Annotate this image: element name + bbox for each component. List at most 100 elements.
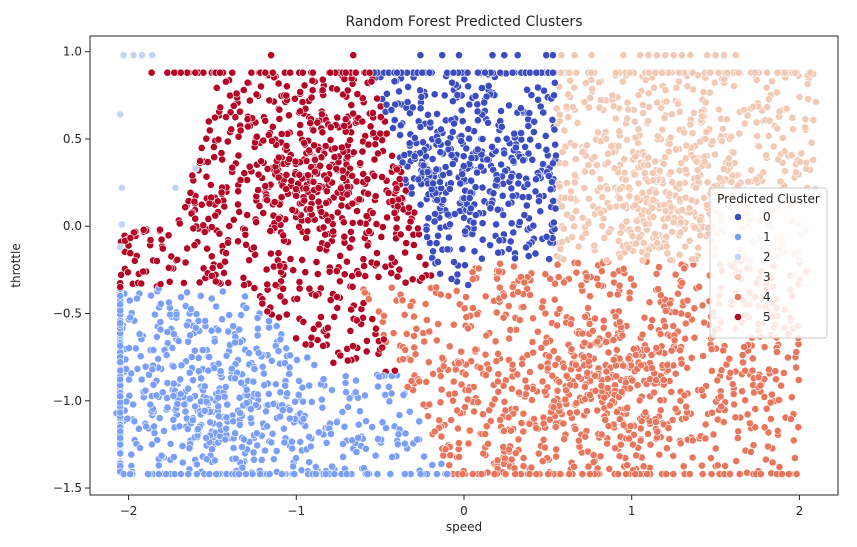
scatter-point-cluster-4 xyxy=(623,404,631,412)
scatter-point-cluster-0 xyxy=(424,110,432,119)
scatter-point-cluster-5 xyxy=(268,136,276,145)
scatter-point-cluster-4 xyxy=(457,347,466,356)
scatter-point-cluster-4 xyxy=(410,331,418,340)
scatter-point-cluster-0 xyxy=(548,116,557,124)
scatter-point-cluster-5 xyxy=(285,155,294,163)
scatter-point-cluster-3 xyxy=(620,155,629,163)
scatter-point-cluster-4 xyxy=(695,282,704,291)
scatter-point-cluster-3 xyxy=(735,129,744,138)
scatter-point-cluster-1 xyxy=(340,422,349,431)
y-axis: −1.5−1.0−0.50.00.51.0 xyxy=(53,45,90,495)
scatter-point-cluster-1 xyxy=(420,452,428,461)
scatter-point-cluster-2 xyxy=(191,164,200,173)
scatter-point-cluster-1 xyxy=(437,459,446,468)
scatter-point-cluster-1 xyxy=(229,444,238,452)
scatter-point-cluster-0 xyxy=(443,210,452,219)
scatter-point-cluster-3 xyxy=(587,68,596,77)
scatter-point-cluster-5 xyxy=(243,176,251,184)
scatter-point-cluster-5 xyxy=(318,86,327,95)
scatter-point-cluster-4 xyxy=(726,368,735,377)
scatter-point-cluster-3 xyxy=(723,68,732,77)
scatter-point-cluster-0 xyxy=(461,227,469,236)
scatter-point-cluster-5 xyxy=(218,155,227,164)
scatter-point-cluster-0 xyxy=(517,104,525,113)
scatter-point-cluster-5 xyxy=(232,89,241,98)
scatter-point-cluster-1 xyxy=(150,429,159,437)
scatter-point-cluster-3 xyxy=(644,161,652,169)
scatter-point-cluster-5 xyxy=(329,358,338,367)
scatter-point-cluster-4 xyxy=(777,381,785,390)
scatter-point-cluster-1 xyxy=(400,439,409,448)
scatter-point-cluster-1 xyxy=(162,470,171,478)
scatter-point-cluster-4 xyxy=(468,268,477,277)
scatter-point-cluster-5 xyxy=(275,313,283,322)
scatter-point-cluster-1 xyxy=(253,390,262,399)
scatter-point-cluster-3 xyxy=(639,109,648,118)
scatter-point-cluster-5 xyxy=(374,272,383,281)
scatter-point-cluster-0 xyxy=(459,152,468,161)
scatter-point-cluster-5 xyxy=(401,248,409,257)
scatter-point-cluster-4 xyxy=(615,281,624,290)
scatter-point-cluster-4 xyxy=(784,353,792,362)
scatter-point-cluster-0 xyxy=(418,68,427,77)
scatter-point-cluster-5 xyxy=(310,141,318,150)
scatter-point-cluster-0 xyxy=(489,189,498,198)
scatter-point-cluster-4 xyxy=(667,387,676,396)
scatter-point-cluster-4 xyxy=(455,453,463,461)
scatter-point-cluster-5 xyxy=(268,68,277,77)
scatter-point-cluster-5 xyxy=(226,91,234,100)
scatter-point-cluster-4 xyxy=(647,351,656,359)
scatter-point-cluster-3 xyxy=(801,115,810,124)
scatter-point-cluster-1 xyxy=(191,402,199,411)
scatter-point-cluster-4 xyxy=(552,452,560,461)
scatter-point-cluster-1 xyxy=(401,429,410,438)
scatter-point-cluster-5 xyxy=(203,158,212,166)
scatter-point-cluster-3 xyxy=(659,159,668,168)
scatter-point-cluster-3 xyxy=(632,239,641,248)
scatter-point-cluster-1 xyxy=(314,428,323,437)
scatter-point-cluster-3 xyxy=(631,201,640,209)
scatter-point-cluster-3 xyxy=(611,68,620,77)
scatter-point-cluster-0 xyxy=(469,218,478,227)
scatter-point-cluster-5 xyxy=(252,90,261,99)
scatter-point-cluster-4 xyxy=(446,451,455,460)
scatter-point-cluster-4 xyxy=(422,377,431,386)
scatter-point-cluster-3 xyxy=(570,178,579,187)
scatter-point-cluster-1 xyxy=(250,365,259,373)
scatter-point-cluster-1 xyxy=(142,422,150,431)
scatter-point-cluster-1 xyxy=(129,400,138,409)
scatter-point-cluster-3 xyxy=(747,166,756,175)
scatter-point-cluster-5 xyxy=(242,240,250,249)
scatter-point-cluster-5 xyxy=(365,68,374,77)
scatter-point-cluster-0 xyxy=(396,121,405,130)
scatter-point-cluster-4 xyxy=(586,470,594,478)
scatter-point-cluster-5 xyxy=(408,275,417,284)
scatter-point-cluster-5 xyxy=(250,284,259,292)
scatter-point-cluster-4 xyxy=(631,470,640,478)
scatter-point-cluster-5 xyxy=(303,227,312,236)
scatter-point-cluster-1 xyxy=(202,455,211,464)
scatter-point-cluster-4 xyxy=(639,462,648,471)
scatter-point-cluster-5 xyxy=(321,142,330,150)
scatter-point-cluster-3 xyxy=(610,164,619,173)
scatter-point-cluster-3 xyxy=(604,158,612,167)
scatter-point-cluster-5 xyxy=(181,203,190,212)
scatter-point-cluster-0 xyxy=(416,86,424,95)
scatter-point-cluster-1 xyxy=(246,405,255,413)
scatter-point-cluster-3 xyxy=(675,179,684,188)
scatter-point-cluster-4 xyxy=(504,445,513,454)
scatter-point-cluster-5 xyxy=(204,214,213,223)
scatter-point-cluster-4 xyxy=(538,377,547,386)
scatter-point-cluster-0 xyxy=(549,51,557,60)
scatter-point-cluster-4 xyxy=(602,338,610,346)
scatter-point-cluster-5 xyxy=(214,135,223,144)
scatter-point-cluster-1 xyxy=(280,438,289,447)
scatter-point-cluster-3 xyxy=(729,148,738,157)
scatter-point-cluster-4 xyxy=(481,430,490,438)
scatter-point-cluster-3 xyxy=(596,174,605,183)
scatter-point-cluster-4 xyxy=(513,370,522,379)
scatter-point-cluster-3 xyxy=(744,177,753,186)
scatter-point-cluster-4 xyxy=(653,427,662,436)
scatter-point-cluster-4 xyxy=(515,388,523,397)
scatter-point-cluster-4 xyxy=(612,372,621,381)
